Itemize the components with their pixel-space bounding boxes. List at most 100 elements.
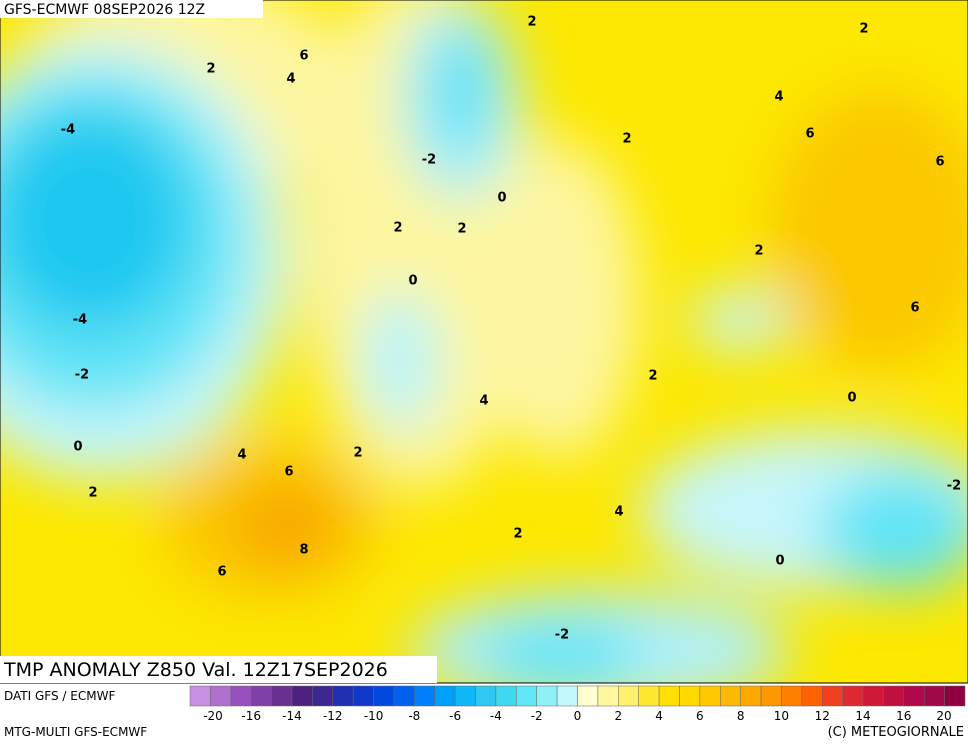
- contour-label: 6: [284, 465, 293, 480]
- colorbar-tick-label: 2: [614, 709, 622, 723]
- colorbar-box: [271, 685, 293, 707]
- contour-label: 2: [513, 527, 522, 542]
- colorbar-box: [923, 685, 945, 707]
- contour-label: -2: [422, 153, 436, 168]
- contour-label: 0: [497, 191, 506, 206]
- colorbar-box: [883, 685, 905, 707]
- contour-label: 2: [88, 486, 97, 501]
- colorbar-box: [536, 685, 558, 707]
- contour-label: 0: [408, 274, 417, 289]
- colorbar-box: [597, 685, 619, 707]
- colorbar-box: [781, 685, 803, 707]
- contour-label: 2: [457, 222, 466, 237]
- colorbar-box: [332, 685, 354, 707]
- colorbar-box: [516, 685, 537, 707]
- title-box: [0, 656, 437, 683]
- colorbar-tick-label: -20: [203, 709, 223, 723]
- contour-label: 6: [805, 127, 814, 142]
- colorbar-box: [679, 685, 701, 707]
- contour-label: 2: [527, 15, 536, 30]
- colorbar-box: [434, 685, 456, 707]
- model-label: MTG-MULTI GFS-ECMWF: [4, 725, 147, 739]
- colorbar-tick-label: 10: [774, 709, 789, 723]
- contour-label: -4: [61, 123, 75, 138]
- colorbar-box: [352, 685, 374, 707]
- colorbar-box: [740, 685, 762, 707]
- colorbar-box: [230, 685, 252, 707]
- colorbar-box: [414, 685, 435, 707]
- colorbar-box: [475, 685, 497, 707]
- colorbar-box: [618, 685, 639, 707]
- colorbar-tick-label: -4: [490, 709, 502, 723]
- colorbar-box: [393, 685, 415, 707]
- colorbar-box: [495, 685, 517, 707]
- contour-label: 2: [353, 446, 362, 461]
- contour-labels: 2 2 6 4 2 4 -4 6 2 -2 6 0 2 2 2 0 6 -4 -…: [61, 15, 961, 643]
- contour-label: 8: [299, 543, 308, 558]
- contour-label: 2: [754, 244, 763, 259]
- contour-label: -2: [555, 628, 569, 643]
- map: [0, 0, 968, 683]
- contour-label: 2: [622, 132, 631, 147]
- colorbar-box: [189, 685, 211, 707]
- colorbar-box: [760, 685, 782, 707]
- colorbar-tick-label: -10: [364, 709, 384, 723]
- contour-label: 4: [614, 505, 623, 520]
- colorbar-tick-label: 8: [737, 709, 745, 723]
- colorbar-box: [903, 685, 925, 707]
- colorbar-box: [699, 685, 721, 707]
- colorbar-box: [801, 685, 823, 707]
- contour-label: -2: [75, 368, 89, 383]
- contour-label: 4: [774, 90, 783, 105]
- colorbar-box: [862, 685, 884, 707]
- colorbar-box: [250, 685, 272, 707]
- colorbar-box: [291, 685, 313, 707]
- source-label: DATI GFS / ECMWF: [4, 689, 115, 703]
- colorbar-tick-label: -14: [282, 709, 302, 723]
- colorbar-box: [821, 685, 843, 707]
- colorbar-tick-label: -6: [449, 709, 461, 723]
- colorbar-tick-label: -8: [408, 709, 420, 723]
- colorbar-box: [720, 685, 741, 707]
- contour-label: 2: [859, 22, 868, 37]
- colorbar-box: [577, 685, 599, 707]
- colorbar-tick-label: 20: [936, 709, 951, 723]
- contour-label: -4: [73, 313, 87, 328]
- contour-label: 0: [73, 440, 82, 455]
- colorbar-tick-label: 14: [855, 709, 870, 723]
- colorbar-tick-label: 6: [696, 709, 704, 723]
- contour-label: 4: [286, 72, 295, 87]
- colorbar-box: [944, 685, 966, 707]
- map-title: TMP ANOMALY Z850 Val. 12Z17SEP2026: [3, 659, 388, 681]
- contour-label: 2: [393, 221, 402, 236]
- colorbar-box: [658, 685, 680, 707]
- contour-label: 4: [237, 448, 246, 463]
- contour-label: 0: [847, 391, 856, 406]
- colorbar-box: [638, 685, 660, 707]
- contour-label: 0: [775, 554, 784, 569]
- contour-label: 2: [206, 62, 215, 77]
- colorbar: -20 -16 -14 -12 -10 -8 -6 -4 -2 0 2 4 6 8 10 12 14 16 20: [189, 685, 966, 723]
- colorbar-tick-label: -12: [323, 709, 343, 723]
- colorbar-tick-label: 4: [655, 709, 663, 723]
- colorbar-tick-label: -16: [241, 709, 261, 723]
- copyright: (C) METEOGIORNALE: [828, 725, 964, 740]
- colorbar-box: [312, 685, 334, 707]
- colorbar-tick-label: 12: [815, 709, 830, 723]
- colorbar-box: [454, 685, 476, 707]
- contour-label: 6: [910, 301, 919, 316]
- contour-label: 6: [217, 565, 226, 580]
- colorbar-tick-label: -2: [531, 709, 543, 723]
- run-label: GFS-ECMWF 08SEP2026 12Z: [4, 2, 205, 18]
- contour-label: 6: [935, 155, 944, 170]
- colorbar-box: [210, 685, 232, 707]
- contour-label: -2: [947, 479, 961, 494]
- colorbar-box: [373, 685, 395, 707]
- colorbar-tick-label: 0: [574, 709, 582, 723]
- contour-label: 6: [299, 49, 308, 64]
- colorbar-box: [556, 685, 578, 707]
- colorbar-tick-label: 16: [896, 709, 911, 723]
- contour-label: 2: [648, 369, 657, 384]
- header-box: [0, 0, 263, 18]
